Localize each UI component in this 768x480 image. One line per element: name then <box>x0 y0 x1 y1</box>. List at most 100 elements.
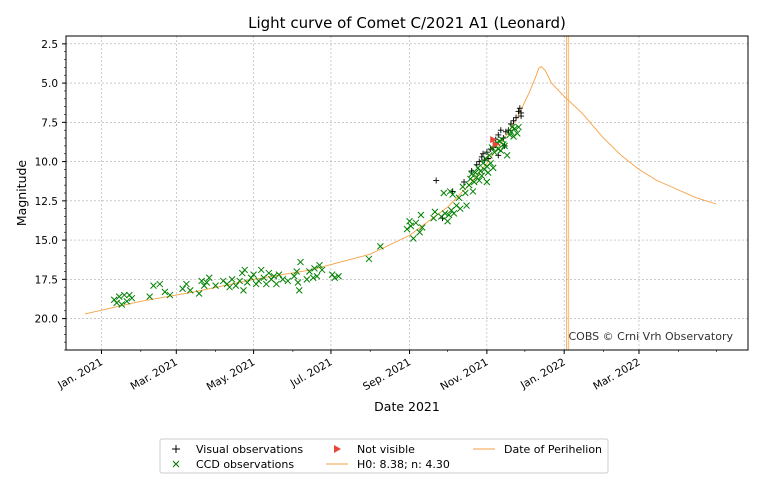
ccd-point <box>303 275 311 283</box>
y-tick-label: 20.0 <box>35 314 58 326</box>
ccd-point <box>463 202 470 209</box>
ccd-point <box>228 275 236 283</box>
y-tick-label: 15.0 <box>35 235 58 247</box>
ccd-point <box>293 268 301 275</box>
ccd-point <box>128 294 136 302</box>
ccd-point <box>294 279 302 286</box>
model-curve <box>84 66 717 315</box>
ccd-point <box>478 172 486 180</box>
visual-point <box>497 127 504 134</box>
ccd-point <box>335 272 342 280</box>
ccd-point <box>431 208 439 216</box>
ccd-point <box>440 189 448 197</box>
x-tick-label: Sep. 2021 <box>361 356 413 393</box>
ccd-point <box>265 269 273 277</box>
ccd-point <box>441 210 449 217</box>
x-tick-label: Nov. 2021 <box>438 356 490 393</box>
legend-box <box>159 438 609 474</box>
ccd-point <box>316 261 323 269</box>
legend-not-visible-label: Not visible <box>357 443 415 456</box>
y-tick-label: 12.5 <box>35 196 58 208</box>
ccd-point <box>461 189 469 197</box>
x-tick-label: Mar. 2021 <box>129 356 180 393</box>
ccd-point <box>469 188 477 195</box>
chart-title: Light curve of Comet C/2021 A1 (Leonard) <box>248 14 566 32</box>
ccd-point <box>418 224 426 231</box>
ccd-point <box>205 274 213 282</box>
ccd-point <box>161 288 169 296</box>
ccd-point <box>284 277 292 285</box>
ccd-point <box>279 275 287 283</box>
visual-point <box>433 177 440 184</box>
ccd-point <box>198 277 205 285</box>
ccd-point <box>113 299 121 307</box>
ccd-point <box>470 178 478 186</box>
ccd-point <box>455 194 463 202</box>
ccd-point <box>450 210 458 217</box>
ccd-point <box>123 297 131 305</box>
ccd-point <box>295 286 303 294</box>
x-tick-label: Jan. 2021 <box>55 356 105 392</box>
ccd-point <box>241 266 249 274</box>
visual-point <box>510 117 517 124</box>
ccd-point <box>118 301 126 308</box>
y-tick-label: 5.0 <box>41 78 58 90</box>
ccd-point <box>150 282 157 289</box>
ccd-point <box>232 282 240 289</box>
ccd-point <box>226 283 233 291</box>
ccd-point <box>115 293 123 300</box>
y-axis-ticks: 2.5 5.0 7.5 10.0 12.5 15.0 17.5 20.0 <box>35 39 66 351</box>
ccd-point <box>409 235 417 242</box>
legend-perihelion-label: Date of Perihelion <box>504 443 602 456</box>
ccd-point <box>489 164 497 172</box>
legend-not-visible-marker <box>334 445 341 453</box>
ccd-point <box>309 274 317 282</box>
ccd-point <box>212 282 219 289</box>
ccd-point <box>311 265 318 272</box>
ccd-point <box>273 280 280 288</box>
visual-point <box>518 113 525 120</box>
legend-ccd-label: CCD observations <box>196 458 294 471</box>
ccd-point <box>407 222 415 230</box>
ccd-point <box>243 279 251 286</box>
ccd-point <box>417 211 425 219</box>
ccd-point <box>255 277 263 285</box>
ccd-point <box>318 266 326 274</box>
ccd-point <box>465 181 473 189</box>
x-tick-label: Jan. 2022 <box>518 356 568 392</box>
ccd-point <box>250 271 257 278</box>
ccd-point <box>156 280 164 288</box>
ccd-point <box>166 291 174 299</box>
ccd-point <box>270 272 278 280</box>
ccd-point <box>449 191 456 198</box>
visual-point <box>505 127 512 134</box>
ccd-point <box>406 217 413 225</box>
legend-ccd-marker <box>172 460 180 468</box>
visual-point <box>461 179 468 186</box>
ccd-point <box>483 178 491 186</box>
x-axis-label: Date 2021 <box>374 399 440 414</box>
not-visible-point <box>492 140 500 148</box>
ccd-point <box>515 123 522 131</box>
ccd-point <box>412 219 420 227</box>
ccd-point <box>236 277 244 285</box>
x-axis-ticks: Jan. 2021 Mar. 2021 May. 2021 Jul. 2021 Sep.… <box>55 350 717 393</box>
ccd-point <box>487 159 495 167</box>
ccd-point <box>365 255 373 263</box>
x-tick-label: Mar. 2022 <box>591 356 642 393</box>
x-tick-label: Jul. 2021 <box>288 356 335 390</box>
ccd-point <box>511 125 519 132</box>
ccd-point <box>240 286 247 294</box>
ccd-point <box>120 291 128 299</box>
ccd-point <box>444 217 451 225</box>
ccd-point <box>430 214 437 222</box>
ccd-point <box>313 272 321 280</box>
ccd-point <box>445 211 453 219</box>
y-tick-label: 17.5 <box>35 274 58 286</box>
ccd-point <box>486 151 493 159</box>
ccd-point <box>416 228 424 236</box>
y-tick-label: 2.5 <box>41 39 58 51</box>
not-visible-point <box>490 136 498 144</box>
ccd-point <box>497 147 505 154</box>
